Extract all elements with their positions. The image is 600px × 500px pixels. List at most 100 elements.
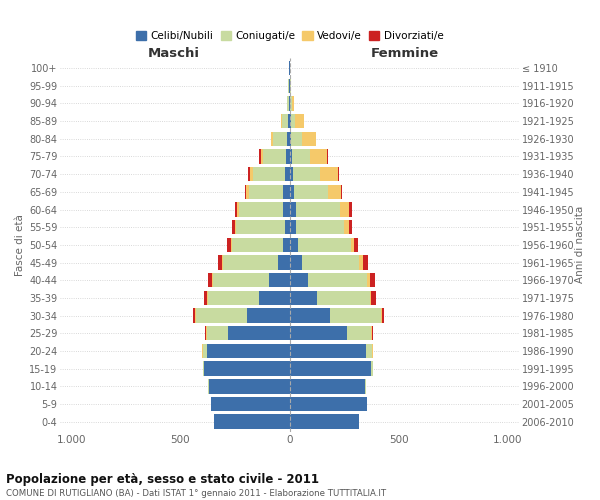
Bar	[287, 96, 289, 110]
Bar	[288, 114, 290, 128]
Bar	[367, 273, 370, 287]
Bar	[206, 344, 290, 358]
Bar	[328, 184, 341, 199]
Bar	[359, 256, 362, 270]
Text: COMUNE DI RUTIGLIANO (BA) - Dati ISTAT 1° gennaio 2011 - Elaborazione TUTTITALIA: COMUNE DI RUTIGLIANO (BA) - Dati ISTAT 1…	[6, 489, 386, 498]
Bar	[236, 220, 285, 234]
Bar	[290, 256, 302, 270]
Bar	[245, 184, 247, 199]
Bar	[248, 167, 250, 182]
Bar	[290, 149, 292, 164]
Bar	[204, 290, 207, 305]
Bar	[292, 149, 310, 164]
Bar	[290, 167, 293, 182]
Bar	[218, 256, 222, 270]
Bar	[239, 202, 283, 217]
Bar	[205, 362, 290, 376]
Bar	[248, 184, 283, 199]
Bar	[260, 149, 263, 164]
Text: Femmine: Femmine	[371, 47, 439, 60]
Bar	[366, 344, 372, 358]
Bar	[283, 184, 290, 199]
Bar	[287, 132, 290, 146]
Bar	[223, 256, 278, 270]
Bar	[290, 114, 292, 128]
Bar	[350, 238, 354, 252]
Bar	[283, 202, 290, 217]
Bar	[371, 326, 372, 340]
Bar	[286, 149, 290, 164]
Bar	[213, 273, 269, 287]
Bar	[285, 167, 290, 182]
Bar	[296, 202, 340, 217]
Bar	[208, 273, 212, 287]
Text: Popolazione per età, sesso e stato civile - 2011: Popolazione per età, sesso e stato civil…	[6, 472, 319, 486]
Bar	[203, 344, 206, 358]
Bar	[235, 220, 236, 234]
Bar	[340, 202, 349, 217]
Bar	[290, 220, 296, 234]
Bar	[338, 167, 340, 182]
Bar	[290, 184, 295, 199]
Bar	[370, 290, 371, 305]
Bar	[371, 362, 373, 376]
Bar	[317, 290, 370, 305]
Bar	[292, 114, 295, 128]
Bar	[263, 149, 286, 164]
Bar	[290, 132, 292, 146]
Bar	[250, 167, 253, 182]
Bar	[222, 256, 223, 270]
Bar	[208, 379, 209, 394]
Bar	[290, 396, 367, 411]
Bar	[235, 202, 237, 217]
Bar	[214, 414, 290, 429]
Bar	[295, 114, 304, 128]
Bar	[327, 149, 328, 164]
Bar	[274, 132, 287, 146]
Bar	[362, 256, 368, 270]
Y-axis label: Anni di nascita: Anni di nascita	[575, 206, 585, 284]
Bar	[371, 290, 376, 305]
Bar	[196, 308, 247, 323]
Bar	[290, 362, 371, 376]
Bar	[296, 220, 344, 234]
Bar	[283, 238, 290, 252]
Bar	[203, 362, 205, 376]
Y-axis label: Fasce di età: Fasce di età	[15, 214, 25, 276]
Bar	[290, 326, 347, 340]
Bar	[207, 290, 208, 305]
Bar	[259, 290, 290, 305]
Bar	[330, 308, 380, 323]
Text: Maschi: Maschi	[148, 47, 200, 60]
Legend: Celibi/Nubili, Coniugati/e, Vedovi/e, Divorziati/e: Celibi/Nubili, Coniugati/e, Vedovi/e, Di…	[136, 31, 443, 41]
Bar	[292, 96, 294, 110]
Bar	[290, 202, 296, 217]
Bar	[290, 290, 317, 305]
Bar	[370, 273, 375, 287]
Bar	[290, 238, 298, 252]
Bar	[349, 202, 352, 217]
Bar	[290, 96, 292, 110]
Bar	[259, 149, 260, 164]
Bar	[349, 220, 352, 234]
Bar	[292, 132, 302, 146]
Bar	[354, 238, 358, 252]
Bar	[380, 308, 382, 323]
Bar	[344, 220, 349, 234]
Bar	[269, 273, 290, 287]
Bar	[212, 273, 213, 287]
Bar	[253, 167, 285, 182]
Bar	[290, 308, 330, 323]
Bar	[372, 326, 373, 340]
Bar	[208, 290, 259, 305]
Bar	[295, 184, 328, 199]
Bar	[281, 114, 288, 128]
Bar	[206, 326, 229, 340]
Bar	[247, 308, 290, 323]
Bar	[211, 396, 290, 411]
Bar	[230, 238, 232, 252]
Bar	[290, 344, 366, 358]
Bar	[247, 184, 248, 199]
Bar	[290, 379, 365, 394]
Bar	[289, 96, 290, 110]
